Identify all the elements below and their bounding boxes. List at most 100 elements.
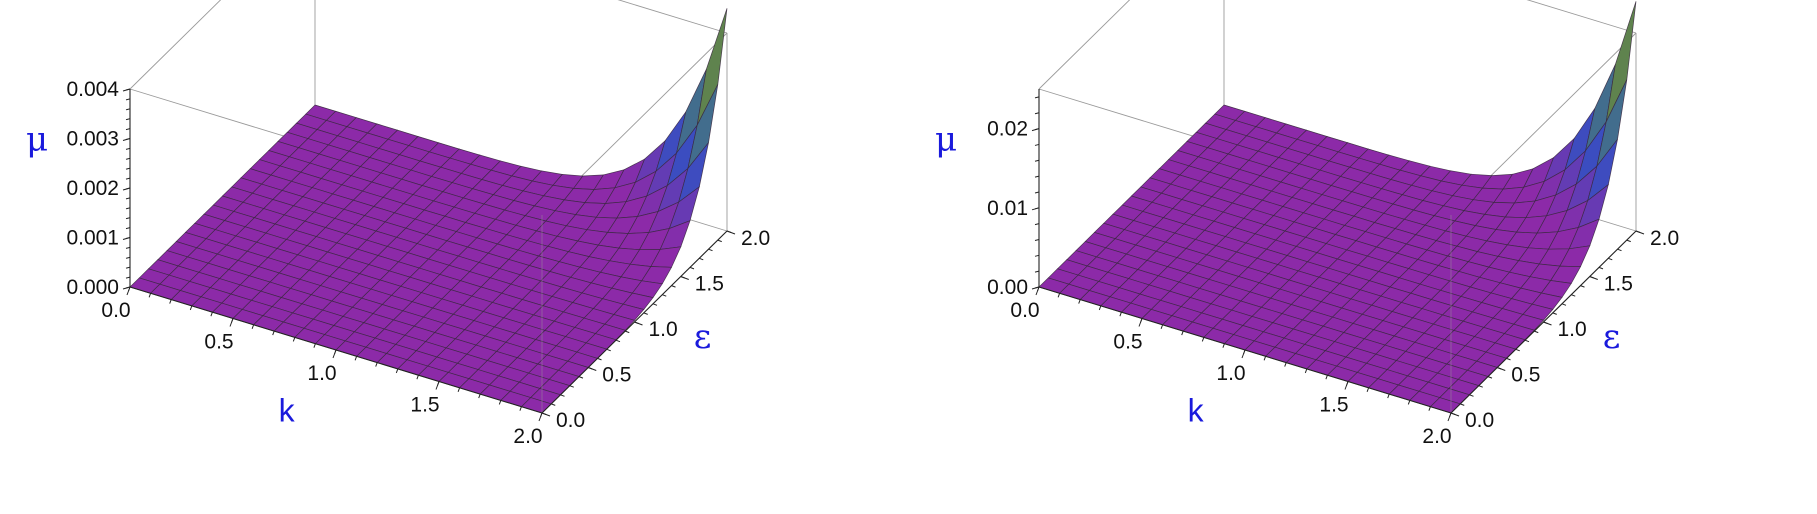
x-tick-label: 2.0 (513, 425, 542, 448)
z-minor-tick (1034, 238, 1040, 241)
z-axis-label: μ (26, 120, 48, 160)
z-minor-tick (1034, 96, 1040, 99)
z-tick-label: 0.001 (66, 227, 119, 250)
x-tick-label: 1.5 (410, 394, 439, 417)
x-minor-tick (189, 305, 193, 311)
y-minor-tick (699, 257, 704, 261)
z-minor-tick (1034, 159, 1040, 162)
x-minor-tick (540, 412, 543, 418)
z-minor-tick (1034, 207, 1040, 210)
y-minor-tick (634, 321, 639, 324)
y-tick-label: 0.5 (1511, 364, 1540, 387)
x-tick-label: 0.5 (1113, 331, 1142, 354)
z-minor-tick (125, 98, 131, 101)
bounding-box-edge (1038, 0, 1131, 90)
x-minor-tick (1428, 406, 1431, 411)
y-tick-label: 1.0 (649, 318, 678, 341)
x-tick-label: 1.0 (1216, 362, 1245, 385)
y-minor-tick (1617, 248, 1622, 252)
y-minor-tick (1515, 348, 1520, 352)
y-minor-tick (625, 330, 630, 334)
z-minor-tick (125, 108, 131, 111)
z-minor-tick (125, 246, 131, 249)
y-minor-tick (652, 303, 658, 306)
x-minor-tick (251, 324, 255, 329)
z-axis-label: μ (935, 120, 957, 160)
y-minor-tick (569, 385, 574, 388)
x-minor-tick (1325, 375, 1328, 380)
x-tick-label: 0.0 (101, 299, 130, 322)
x-minor-tick (519, 406, 522, 411)
z-minor-tick (1034, 175, 1040, 178)
x-minor-tick (334, 349, 337, 355)
y-tick-label: 1.5 (1604, 273, 1633, 296)
y-minor-tick (643, 312, 648, 315)
surface-plot-left: 0.000 0.001 0.002 0.003 0.004 μ 0.0 0.5 1.0 1.5 2.… (26, 0, 770, 448)
y-minor-tick (1487, 376, 1493, 379)
z-minor-tick (125, 286, 131, 289)
x-minor-tick (128, 286, 131, 292)
x-tick-label: 0.5 (204, 331, 233, 354)
y-minor-tick (1469, 394, 1474, 397)
y-minor-tick (578, 376, 584, 379)
z-minor-tick (1034, 191, 1040, 194)
y-tick-label: 1.0 (1558, 318, 1587, 341)
z-tick-label: 0.01 (987, 197, 1028, 220)
z-minor-tick (125, 157, 131, 160)
z-minor-tick (125, 266, 131, 269)
y-minor-tick (1561, 303, 1567, 306)
z-minor-tick (125, 276, 131, 279)
y-minor-tick (1460, 403, 1465, 406)
y-minor-tick (1478, 385, 1483, 388)
x-minor-tick (1037, 286, 1040, 292)
y-minor-tick (1450, 412, 1456, 415)
y-tick-label: 0.0 (1465, 409, 1494, 432)
z-minor-tick (125, 197, 131, 200)
x-minor-tick (1387, 393, 1390, 399)
z-minor-tick (1034, 143, 1040, 146)
x-minor-tick (1263, 356, 1267, 361)
y-minor-tick (1534, 330, 1539, 334)
z-minor-tick (125, 217, 131, 220)
y-minor-tick (1626, 239, 1631, 243)
z-minor-tick (125, 147, 131, 150)
z-minor-tick (1034, 286, 1040, 289)
z-minor-tick (125, 177, 131, 180)
y-minor-tick (1635, 230, 1641, 233)
y-minor-tick (541, 412, 547, 415)
z-minor-tick (1034, 112, 1040, 115)
z-tick-label: 0.003 (66, 128, 119, 151)
x-minor-tick (457, 387, 461, 392)
y-minor-tick (726, 230, 732, 233)
x-minor-tick (1078, 299, 1081, 304)
y-minor-tick (1497, 367, 1502, 370)
y-minor-tick (560, 394, 565, 397)
y-minor-tick (671, 285, 676, 288)
y-minor-tick (1598, 266, 1604, 270)
chart-panel-right: 0.00 0.01 0.02 μ 0.0 0.5 1.0 1.5 2.0 k 0.0 0.5 1.0 1.… (909, 0, 1817, 514)
z-minor-tick (1034, 128, 1040, 131)
z-minor-tick (125, 128, 131, 131)
y-minor-tick (597, 357, 602, 361)
z-minor-tick (1034, 254, 1040, 257)
x-minor-tick (1160, 324, 1164, 329)
x-tick-label: 1.0 (307, 362, 336, 385)
x-axis-label: k (1188, 392, 1205, 428)
y-axis-label: ε (694, 317, 712, 357)
y-minor-tick (1589, 276, 1594, 279)
z-minor-tick (1034, 270, 1040, 273)
y-axis-label: ε (1603, 317, 1621, 357)
z-minor-tick (125, 207, 131, 210)
z-tick-label: 0.00 (987, 276, 1028, 299)
x-minor-tick (395, 368, 399, 374)
y-minor-tick (1506, 357, 1511, 361)
z-tick-label: 0.02 (987, 118, 1028, 141)
z-tick-label: 0.004 (66, 78, 119, 101)
x-axis-label: k (279, 392, 296, 428)
x-tick-label: 0.0 (1010, 299, 1039, 322)
x-minor-tick (1119, 312, 1122, 317)
x-minor-tick (1243, 349, 1246, 355)
x-minor-tick (210, 312, 213, 317)
y-minor-tick (1580, 285, 1585, 288)
bounding-box-edge (617, 0, 728, 34)
